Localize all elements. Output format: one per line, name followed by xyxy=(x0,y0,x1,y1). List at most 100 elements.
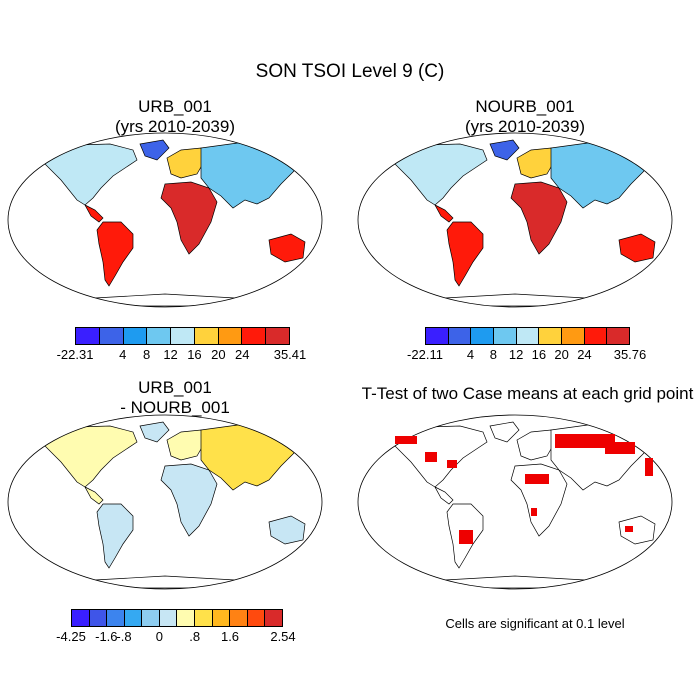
colorbar-tick-label: 0 xyxy=(155,629,163,644)
landmass-centralAmerica xyxy=(84,486,104,505)
colorbar-tick-label: 24 xyxy=(577,347,592,362)
panel-title-line1: T-Test of two Case means at each grid po… xyxy=(361,384,694,403)
colorbar-nourb xyxy=(425,327,630,345)
colorbar-segment xyxy=(584,328,608,344)
landmass-greenland xyxy=(139,139,170,161)
landmass-asia xyxy=(550,423,656,491)
significant-cell xyxy=(555,434,615,448)
landmass-northAmerica xyxy=(394,425,488,488)
map-border xyxy=(7,132,323,308)
landmass-centralAmerica xyxy=(84,204,104,223)
colorbar-segment xyxy=(142,610,160,626)
panel-title-diff: URB_001 - NOURB_001 xyxy=(25,378,325,418)
colorbar-urb-labels: -22.31 4 8 12 16 20 24 35.41 xyxy=(57,347,307,363)
significant-cell xyxy=(605,442,635,454)
colorbar-tick-label: 20 xyxy=(554,347,569,362)
significant-cell xyxy=(525,474,549,484)
colorbar-segment xyxy=(107,610,125,626)
landmass-africa xyxy=(160,463,218,537)
panel-title-line1: URB_001 xyxy=(138,378,212,397)
colorbar-tick-label: 8 xyxy=(143,347,151,362)
landmass-northAmerica xyxy=(44,425,138,488)
landmass-centralAmerica xyxy=(434,486,454,505)
landmass-australia xyxy=(268,515,306,545)
significant-cell xyxy=(425,452,437,462)
colorbar-segment xyxy=(516,328,540,344)
colorbar-segment xyxy=(171,328,195,344)
colorbar-diff xyxy=(71,609,283,627)
colorbar-segment xyxy=(76,328,100,344)
map-urb xyxy=(7,132,323,308)
panel-title-line2: (yrs 2010-2039) xyxy=(114,117,235,136)
colorbar-tick-label: 35.76 xyxy=(613,347,647,362)
colorbar-tick-label: -22.31 xyxy=(56,347,94,362)
colorbar-segment xyxy=(99,328,124,344)
colorbar-tick-label: 4 xyxy=(119,347,127,362)
colorbar-segment xyxy=(177,610,196,626)
colorbar-segment xyxy=(247,610,266,626)
colorbar-segment xyxy=(471,328,495,344)
colorbar-segment xyxy=(212,610,231,626)
significance-note: Cells are significant at 0.1 level xyxy=(445,616,625,631)
panel-title-line2: (yrs 2010-2039) xyxy=(464,117,585,136)
colorbar-tick-label: -4.25 xyxy=(56,629,86,644)
colorbar-tick-label: 1.6 xyxy=(220,629,240,644)
landmass-europe xyxy=(166,429,206,461)
landmass-centralAmerica xyxy=(434,204,454,223)
panel-title-ttest: T-Test of two Case means at each grid po… xyxy=(355,384,700,404)
colorbar-tick-label: 12 xyxy=(163,347,178,362)
landmass-europe xyxy=(516,147,556,179)
colorbar-segment xyxy=(242,328,267,344)
colorbar-segment xyxy=(147,328,172,344)
colorbar-segment xyxy=(218,328,243,344)
landmass-greenland xyxy=(139,421,170,443)
colorbar-segment xyxy=(607,328,630,344)
landmass-australia xyxy=(618,515,656,545)
significant-cell xyxy=(625,526,633,532)
map-ttest xyxy=(357,414,673,590)
colorbar-segment xyxy=(72,610,90,626)
colorbar-tick-label: 8 xyxy=(489,347,497,362)
significant-cell xyxy=(645,458,653,476)
map-nourb xyxy=(357,132,673,308)
landmass-asia xyxy=(200,141,306,209)
colorbar-segment xyxy=(562,328,585,344)
colorbar-segment xyxy=(194,328,219,344)
significant-cell xyxy=(459,530,473,544)
colorbar-tick-label: 2.54 xyxy=(270,629,296,644)
landmass-antarctica xyxy=(444,575,586,589)
significant-cell xyxy=(395,436,417,444)
landmass-africa xyxy=(510,181,568,255)
colorbar-segment xyxy=(265,610,282,626)
colorbar-tick-label: 12 xyxy=(508,347,524,362)
panel-title-line1: URB_001 xyxy=(138,97,212,116)
colorbar-segment xyxy=(266,328,290,344)
landmass-europe xyxy=(166,147,206,179)
map-border xyxy=(357,414,673,590)
map-diff xyxy=(7,414,323,590)
panel-title-urb: URB_001 (yrs 2010-2039) xyxy=(25,97,325,137)
colorbar-diff-labels: -4.25 -1.6 -.8 0 .8 1.6 2.54 xyxy=(56,629,295,645)
significant-cell xyxy=(531,508,537,516)
colorbar-tick-label: 20 xyxy=(211,347,226,362)
colorbar-tick-label: 24 xyxy=(234,347,250,362)
landmass-antarctica xyxy=(94,575,236,589)
landmass-southAmerica xyxy=(96,503,134,569)
landmass-antarctica xyxy=(94,293,236,307)
colorbar-segment xyxy=(89,610,108,626)
landmass-northAmerica xyxy=(394,143,488,206)
colorbar-segment xyxy=(124,610,143,626)
panel-title-line1: NOURB_001 xyxy=(475,97,575,116)
panel-title-nourb: NOURB_001 (yrs 2010-2039) xyxy=(375,97,675,137)
colorbar-segment xyxy=(539,328,563,344)
map-border xyxy=(7,414,323,590)
landmass-asia xyxy=(550,141,656,209)
landmass-southAmerica xyxy=(96,221,134,287)
colorbar-segment xyxy=(426,328,449,344)
landmass-africa xyxy=(160,181,218,255)
landmass-greenland xyxy=(489,421,520,443)
main-title: SON TSOI Level 9 (C) xyxy=(255,61,445,82)
significant-cell xyxy=(447,460,457,468)
landmass-europe xyxy=(516,429,556,461)
landmass-southAmerica xyxy=(446,221,484,287)
